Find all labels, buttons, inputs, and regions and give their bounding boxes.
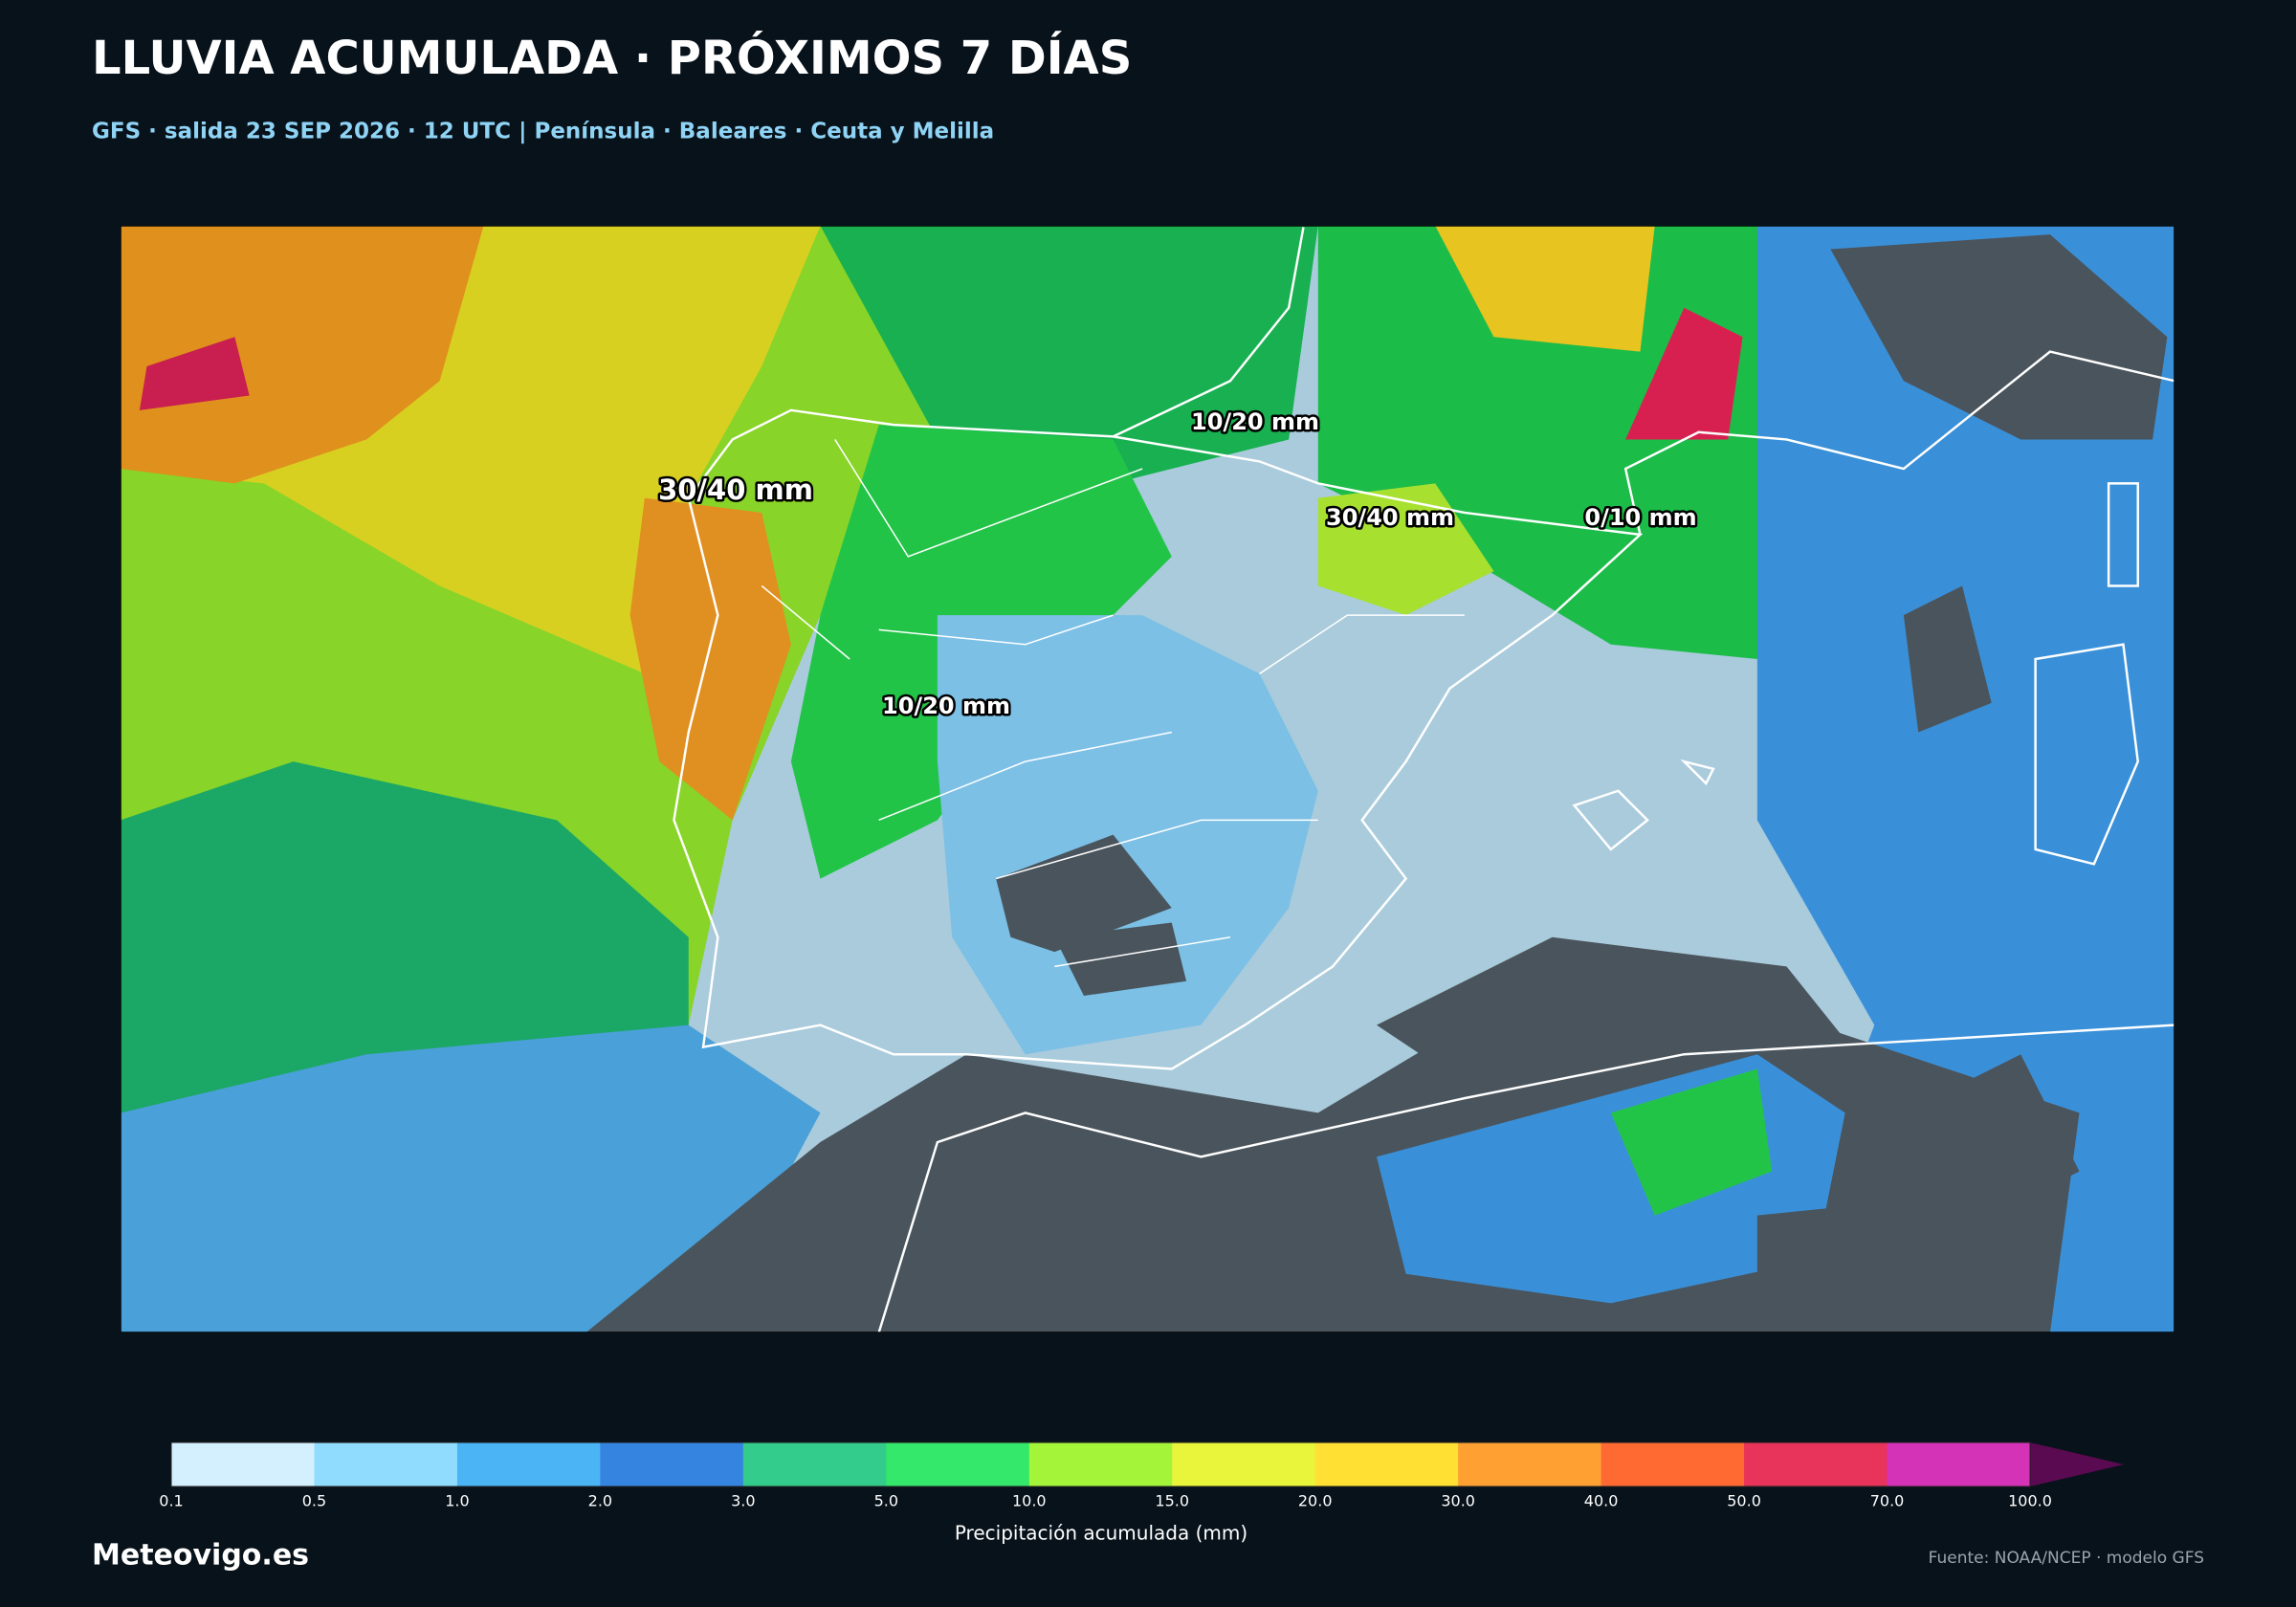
source: Fuente: NOAA/NCEP · modelo GFS: [1929, 1549, 2204, 1568]
colorbar-swatch: [1601, 1442, 1745, 1486]
brand: Meteovigo.es: [92, 1539, 309, 1573]
colorbar-tick-label: 30.0: [1441, 1492, 1475, 1510]
colorbar: 0.1 0.5 1.0 2.0 3.0 5.0 10.0 15.0 20.0 30.0 40.0 50…: [159, 1442, 2124, 1510]
rain-zone: [1610, 1068, 1773, 1216]
colorbar-tick-label: 10.0: [1012, 1492, 1047, 1510]
colorbar-swatch: [456, 1442, 601, 1486]
coastline: [673, 227, 2175, 1332]
dry-zone: [1376, 936, 1845, 1084]
colorbar-tick-label: 40.0: [1584, 1492, 1619, 1510]
map-label: 30/40 mm: [658, 473, 813, 506]
colorbar-extend: [2030, 1442, 2124, 1486]
map-label: 10/20 mm: [1191, 408, 1319, 435]
colorbar-swatch: [1887, 1442, 2031, 1486]
map: [121, 226, 2175, 1332]
dry-zone: [996, 834, 1172, 953]
dry-zone: [1903, 1054, 2080, 1216]
rain-zone: [139, 337, 250, 410]
map-label: 0/10 mm: [1584, 504, 1696, 531]
region-border: [761, 439, 1465, 968]
colorbar-frame: [170, 1442, 2031, 1487]
dry-zone: [1054, 922, 1187, 997]
rain-zone: [1625, 307, 1743, 440]
subtitle: GFS · salida 23 SEP 2026 · 12 UTC | Pení…: [92, 120, 994, 144]
africa-coast: [877, 1024, 2175, 1332]
france-coast: [1113, 227, 1305, 438]
colorbar-tick-label: 70.0: [1870, 1492, 1905, 1510]
island: [1572, 789, 1649, 851]
rain-zone: [1756, 226, 2175, 1332]
iberia-coast: [673, 408, 1644, 1070]
dry-zone: [1756, 1200, 1933, 1332]
colorbar-swatch: [742, 1442, 887, 1486]
colorbar-tick-label: 2.0: [588, 1492, 612, 1510]
rain-zone: [820, 226, 1318, 484]
rain-zone: [121, 1024, 821, 1332]
map-label: 30/40 mm: [1326, 504, 1454, 531]
colorbar-swatch: [1458, 1442, 1602, 1486]
colorbar-swatch: [600, 1442, 744, 1486]
colorbar-tick-label: 0.5: [302, 1492, 326, 1510]
france-coast: [1623, 350, 2175, 536]
dry-zone: [1903, 585, 1992, 733]
colorbar-tick-label: 20.0: [1298, 1492, 1333, 1510]
rain-zone: [121, 226, 484, 484]
colorbar-tick-label: 1.0: [445, 1492, 469, 1510]
colorbar-swatch: [314, 1442, 458, 1486]
island: [1680, 759, 1715, 786]
dry-zone: [1830, 234, 2168, 440]
rain-zone: [1435, 226, 1655, 352]
colorbar-tick-label: 0.1: [159, 1492, 183, 1510]
colorbar-tick-label: 50.0: [1727, 1492, 1761, 1510]
rain-zone: [629, 497, 791, 821]
colorbar-swatch: [1172, 1442, 1316, 1486]
colorbar-tick-label: 100.0: [2008, 1492, 2052, 1510]
island: [2034, 643, 2139, 866]
colorbar-tick-label: 5.0: [874, 1492, 898, 1510]
island: [2107, 482, 2139, 587]
map-label: 10/20 mm: [882, 693, 1010, 719]
colorbar-label: Precipitación acumulada (mm): [955, 1522, 1247, 1545]
colorbar-tick-label: 3.0: [731, 1492, 755, 1510]
colorbar-swatch: [1028, 1442, 1173, 1486]
rain-zone: [1317, 483, 1494, 616]
colorbar-tick-label: 15.0: [1155, 1492, 1189, 1510]
title: LLUVIA ACUMULADA · PRÓXIMOS 7 DÍAS: [92, 31, 1132, 85]
colorbar-swatch: [171, 1442, 315, 1486]
colorbar-swatch: [1744, 1442, 1888, 1486]
colorbar-swatch: [1314, 1442, 1459, 1486]
colorbar-swatch: [886, 1442, 1030, 1486]
